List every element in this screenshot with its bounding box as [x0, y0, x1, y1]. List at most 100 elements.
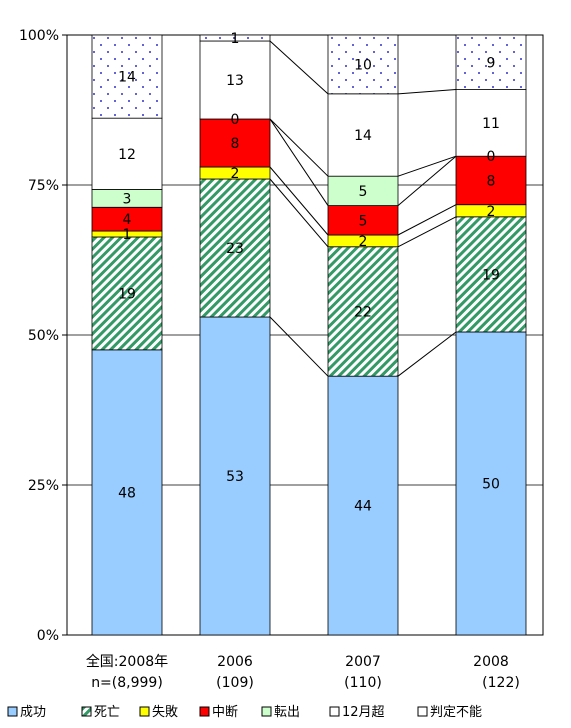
data-label: 9	[487, 55, 496, 71]
connector-line	[397, 89, 457, 95]
y-tick-label: 0%	[37, 628, 59, 644]
bar-segment	[199, 40, 271, 120]
bar-segment	[327, 246, 399, 377]
y-tick-label: 75%	[28, 178, 59, 194]
data-label: 8	[487, 173, 496, 189]
legend-item: 成功	[7, 705, 46, 720]
legend-item: 失敗	[139, 705, 178, 720]
data-label: 2	[359, 234, 368, 250]
data-label: 5	[359, 184, 368, 200]
connector-line	[269, 118, 329, 177]
bar-segment	[327, 175, 399, 206]
legend-swatch	[261, 706, 272, 717]
legend-swatch	[7, 706, 18, 717]
bar-segment	[455, 89, 527, 157]
bar-segment	[327, 205, 399, 236]
x-tick-label-n: (110)	[344, 675, 382, 691]
legend-label: 転出	[274, 705, 300, 720]
data-label: 13	[226, 73, 244, 89]
connector-line	[397, 204, 457, 236]
data-label: 0	[487, 149, 496, 165]
data-label: 0	[231, 112, 240, 128]
connector-line	[269, 166, 329, 236]
connector-line	[397, 216, 457, 248]
data-label: 19	[118, 286, 136, 302]
legend-item: 判定不能	[417, 705, 482, 720]
x-tick-label-n: (109)	[216, 675, 254, 691]
data-label: 22	[354, 304, 372, 320]
legend-swatch	[199, 706, 210, 717]
plot-area: 0%25%50%75%100%4819143121453232801314422…	[7, 28, 544, 720]
bar-segment	[91, 236, 163, 351]
connector-line	[269, 178, 329, 248]
legend-label: 中断	[212, 705, 238, 720]
bar-3	[455, 34, 527, 636]
legend-label: 成功	[20, 705, 46, 720]
bar-segment	[327, 375, 399, 636]
data-label: 1	[231, 31, 240, 47]
connector-line	[269, 118, 329, 206]
legend-label: 失敗	[152, 705, 178, 720]
legend-item: 転出	[261, 705, 300, 720]
legend-label: 死亡	[94, 705, 120, 720]
legend-swatch	[81, 706, 92, 717]
data-label: 3	[123, 191, 132, 207]
x-tick-label: 2006	[217, 654, 253, 670]
x-tick-label: 全国:2008年	[86, 653, 168, 670]
data-label: 11	[482, 116, 500, 132]
data-label: 8	[231, 136, 240, 152]
legend-label: 判定不能	[430, 705, 482, 720]
connector-lines	[269, 40, 457, 377]
bar-segment	[199, 178, 271, 318]
legend-swatch	[329, 706, 340, 717]
data-label: 48	[118, 485, 136, 501]
connector-line	[269, 316, 329, 377]
legend-item: 中断	[199, 705, 238, 720]
legend-label: 12月超	[342, 705, 385, 720]
data-label: 53	[226, 469, 244, 485]
x-tick-label: 2008	[473, 654, 509, 670]
connector-line	[397, 331, 457, 377]
data-label: 19	[482, 267, 500, 283]
y-tick-label: 100%	[19, 28, 59, 44]
data-label: 4	[123, 212, 132, 228]
bar-segment	[91, 34, 163, 119]
data-label: 5	[359, 213, 368, 229]
bar-segment	[199, 34, 271, 42]
x-tick-label-n: n=(8,999)	[91, 675, 163, 691]
bar-segment	[91, 349, 163, 636]
data-label: 2	[487, 204, 496, 220]
bar-segment	[455, 34, 527, 90]
data-label: 14	[354, 128, 372, 144]
bar-segment	[455, 216, 527, 333]
y-tick-label: 50%	[28, 328, 59, 344]
x-tick-label-n: (122)	[482, 675, 520, 691]
legend-swatch	[139, 706, 150, 717]
connector-line	[397, 155, 457, 206]
legend-item: 12月超	[329, 705, 385, 720]
y-tick-label: 25%	[28, 478, 59, 494]
connector-line	[269, 40, 329, 95]
bar-segment	[199, 316, 271, 636]
bar-0	[91, 34, 163, 636]
data-label: 2	[231, 166, 240, 182]
x-tick-label: 2007	[345, 654, 381, 670]
data-label: 23	[226, 241, 244, 257]
data-label: 14	[118, 70, 136, 86]
data-label: 10	[354, 57, 372, 73]
data-label: 50	[482, 476, 500, 492]
connector-line	[397, 155, 457, 177]
data-label: 12	[118, 147, 136, 163]
bar-segment	[455, 331, 527, 636]
bar-segment	[327, 93, 399, 177]
data-label: 44	[354, 499, 372, 515]
bar-segment	[327, 34, 399, 95]
bar-segment	[91, 117, 163, 190]
legend-swatch	[417, 706, 428, 717]
bar-1	[199, 34, 271, 636]
bar-segment	[199, 118, 271, 168]
bar-2	[327, 34, 399, 636]
data-label: 1	[123, 227, 132, 243]
